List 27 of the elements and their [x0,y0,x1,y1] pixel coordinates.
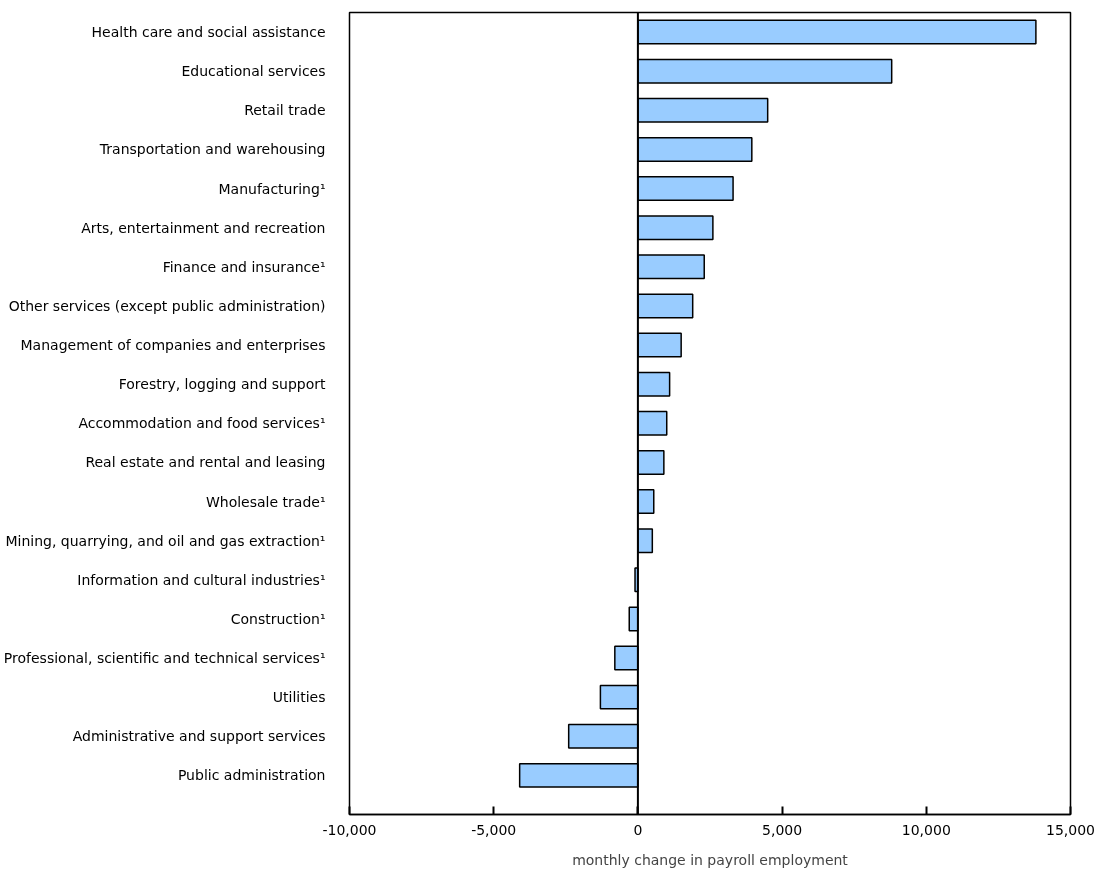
y-tick-label: Public administration [177,767,326,784]
y-tick-label: Professional, scientific and technical services¹ [3,650,326,667]
y-tick-label: Management of companies and enterprises [20,337,326,354]
y-tick-label: Arts, entertainment and recreation [81,219,326,236]
x-tick-label: 0 [633,821,643,838]
y-tick-label: Health care and social assistance [91,24,326,41]
y-tick-label: Utilities [272,689,326,706]
y-tick-label: Other services (except public administration) [8,297,326,314]
y-tick-label: Wholesale trade¹ [205,493,326,510]
x-axis-title: monthly change in payroll employment [572,851,849,868]
y-tick-label: Retail trade [244,102,326,119]
x-tick-label: -10,000 [322,821,377,838]
y-tick-label: Real estate and rental and leasing [85,454,326,471]
y-tick-label: Educational services [181,63,326,80]
x-tick-label: 15,000 [1046,821,1096,838]
y-tick-label: Construction¹ [230,610,326,627]
x-tick-label: 10,000 [901,821,951,838]
y-tick-label: Administrative and support services [72,728,326,745]
y-tick-label: Manufacturing¹ [218,180,326,197]
y-tick-label: Finance and insurance¹ [162,258,326,275]
y-tick-label: Mining, quarrying, and oil and gas extraction¹ [5,532,326,549]
y-tick-label: Accommodation and food services¹ [78,415,326,432]
y-tick-label: Forestry, logging and support [118,376,327,393]
x-tick-label: 5,000 [762,821,803,838]
y-tick-label: Information and cultural industries¹ [77,571,326,588]
x-tick-label: -5,000 [471,821,517,838]
y-tick-label: Transportation and warehousing [98,141,326,158]
